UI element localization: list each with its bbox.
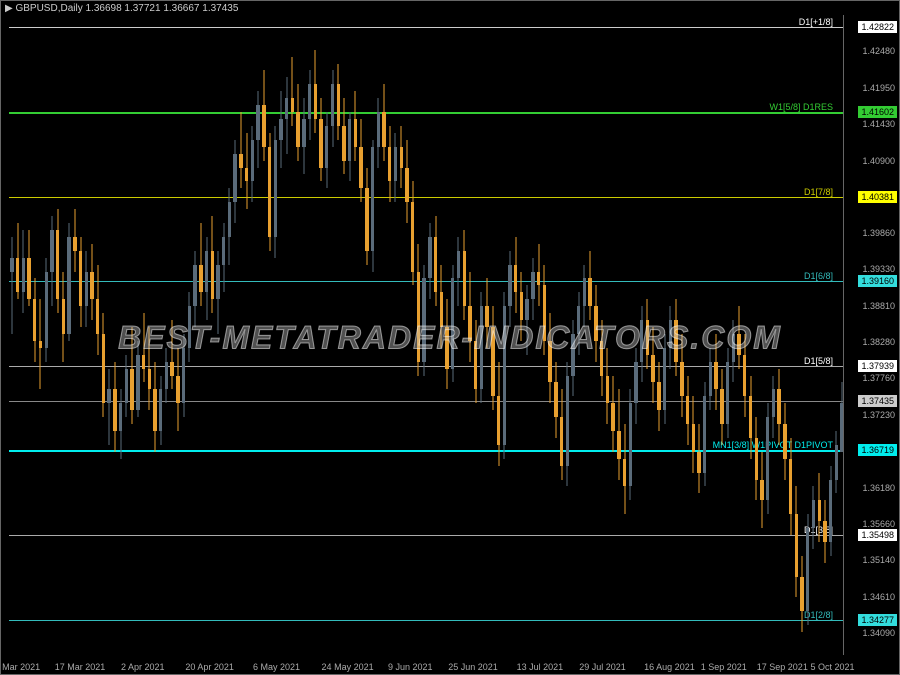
level-label: D1[7/8]: [804, 187, 833, 197]
level-label: D1[5/8]: [804, 356, 833, 366]
price-tag: 1.37939: [858, 360, 897, 372]
y-label: 1.38810: [862, 301, 895, 311]
price-tag: 1.41602: [858, 106, 897, 118]
price-tag: 1.39160: [858, 275, 897, 287]
x-label: 1 Mar 2021: [0, 662, 40, 672]
y-label: 1.34610: [862, 592, 895, 602]
price-tag: 1.40381: [858, 191, 897, 203]
level-line: [9, 535, 845, 536]
y-axis: 1.42822 1.42480 1.41950 1.416021.41430 1.409…: [843, 15, 899, 655]
x-label: 25 Jun 2021: [448, 662, 498, 672]
y-label: 1.41950: [862, 83, 895, 93]
x-label: 17 Sep 2021: [757, 662, 808, 672]
level-line: [9, 366, 845, 367]
chart-title: ▶ GBPUSD,Daily 1.36698 1.37721 1.36667 1…: [5, 3, 238, 14]
x-label: 20 Apr 2021: [185, 662, 234, 672]
level-label: D1[6/8]: [804, 271, 833, 281]
level-label: D1[+1/8]: [799, 17, 833, 27]
y-label: 1.39330: [862, 264, 895, 274]
x-label: 6 May 2021: [253, 662, 300, 672]
level-label: D1[2/8]: [804, 610, 833, 620]
price-tag: 1.34277: [858, 614, 897, 626]
y-label: 1.39860: [862, 228, 895, 238]
x-label: 17 Mar 2021: [55, 662, 106, 672]
level-label: W1[5/8] D1RES: [769, 102, 833, 112]
y-label: 1.38280: [862, 337, 895, 347]
x-label: 2 Apr 2021: [121, 662, 165, 672]
x-label: 16 Aug 2021: [644, 662, 695, 672]
y-label: 1.37760: [862, 373, 895, 383]
y-label: 1.37230: [862, 410, 895, 420]
y-label: 1.35660: [862, 519, 895, 529]
price-tag: 1.37435: [858, 395, 897, 407]
price-tag: 1.42822: [858, 21, 897, 33]
x-label: 5 Oct 2021: [810, 662, 854, 672]
price-tag: 1.35498: [858, 529, 897, 541]
x-label: 1 Sep 2021: [701, 662, 747, 672]
y-label: 1.40900: [862, 156, 895, 166]
x-label: 13 Jul 2021: [517, 662, 564, 672]
y-label: 1.34090: [862, 628, 895, 638]
level-line: [9, 620, 845, 621]
level-line: [9, 112, 845, 114]
level-label: MN1[3/8] W1PIVOT D1PIVOT: [713, 440, 833, 450]
chart-container: ▶ GBPUSD,Daily 1.36698 1.37721 1.36667 1…: [0, 0, 900, 675]
level-line: [9, 281, 845, 282]
plot-area[interactable]: D1[+1/8] W1[5/8] D1RES D1[7/8] D1[6/8] D1[5/…: [9, 15, 845, 655]
x-axis: 1 Mar 202117 Mar 20212 Apr 202120 Apr 20…: [9, 654, 845, 672]
y-label: 1.35140: [862, 555, 895, 565]
price-tag: 1.36719: [858, 444, 897, 456]
level-line: [9, 27, 845, 28]
y-label: 1.36180: [862, 483, 895, 493]
x-label: 9 Jun 2021: [388, 662, 433, 672]
level-line: [9, 197, 845, 198]
level-line: [9, 450, 845, 452]
y-label: 1.41430: [862, 119, 895, 129]
x-label: 29 Jul 2021: [579, 662, 626, 672]
y-label: 1.42480: [862, 46, 895, 56]
x-label: 24 May 2021: [322, 662, 374, 672]
